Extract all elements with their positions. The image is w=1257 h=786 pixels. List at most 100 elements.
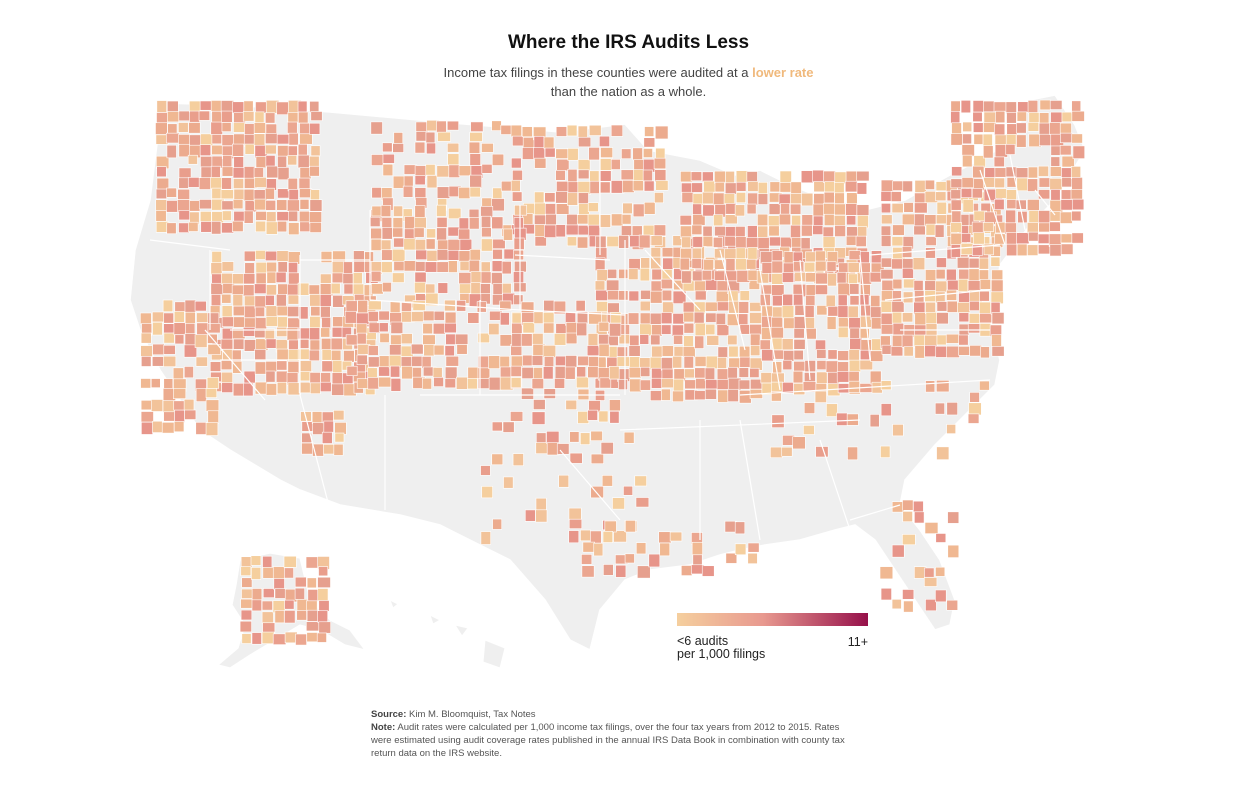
county-cell xyxy=(793,339,806,350)
county-cell xyxy=(480,261,491,273)
county-cell xyxy=(477,332,490,344)
county-cell xyxy=(352,272,363,285)
county-cell xyxy=(184,409,197,420)
county-cell xyxy=(481,215,492,230)
county-cell xyxy=(187,154,198,165)
county-cell xyxy=(924,577,938,587)
county-cell xyxy=(576,366,587,378)
county-cell xyxy=(950,199,962,211)
county-cell xyxy=(542,344,557,358)
county-cell xyxy=(424,261,438,273)
county-cell xyxy=(735,258,748,271)
county-cell xyxy=(433,310,445,321)
county-cell xyxy=(287,361,300,375)
county-cell xyxy=(658,531,672,544)
county-cell xyxy=(297,154,311,169)
county-cell xyxy=(370,238,382,251)
subtitle-text-line2: than the nation as a whole. xyxy=(550,84,707,99)
county-cell xyxy=(261,631,275,644)
county-cell xyxy=(566,124,578,137)
county-cell xyxy=(243,210,254,224)
county-cell xyxy=(531,378,544,390)
county-cell xyxy=(240,566,252,576)
county-cell xyxy=(276,293,287,307)
county-cell xyxy=(524,509,536,522)
county-cell xyxy=(717,356,727,369)
county-cell xyxy=(794,304,805,316)
county-cell xyxy=(459,283,472,294)
county-cell xyxy=(891,301,905,313)
county-cell xyxy=(683,322,695,334)
county-cell xyxy=(320,251,333,263)
county-cell xyxy=(221,316,236,327)
county-cell xyxy=(400,333,413,345)
county-cell xyxy=(265,200,277,211)
county-cell xyxy=(924,567,935,578)
county-cell xyxy=(845,203,858,216)
county-cell xyxy=(194,334,208,348)
county-cell xyxy=(163,332,175,344)
county-cell xyxy=(564,366,576,380)
county-cell xyxy=(935,191,947,202)
county-cell xyxy=(253,167,264,178)
county-cell xyxy=(1016,111,1027,122)
county-cell xyxy=(511,322,523,335)
county-cell xyxy=(414,175,426,186)
county-cell xyxy=(815,446,829,458)
county-cell xyxy=(833,215,846,227)
county-cell xyxy=(581,565,595,578)
county-cell xyxy=(580,432,591,445)
county-cell xyxy=(437,282,449,294)
county-cell xyxy=(651,268,662,281)
county-cell xyxy=(261,611,274,624)
county-cell xyxy=(1006,243,1018,257)
county-cell xyxy=(198,110,210,121)
county-cell xyxy=(481,227,492,238)
county-cell xyxy=(1027,244,1039,256)
county-cell xyxy=(492,187,503,201)
county-cell xyxy=(274,610,285,624)
county-cell xyxy=(968,402,982,416)
county-cell xyxy=(739,290,750,301)
county-cell xyxy=(1016,122,1027,134)
county-cell xyxy=(310,306,321,317)
county-cell xyxy=(163,312,174,324)
county-cell xyxy=(447,260,458,273)
county-cell xyxy=(801,224,813,237)
county-cell xyxy=(370,121,383,135)
county-cell xyxy=(233,338,245,350)
county-cell xyxy=(1038,133,1053,146)
county-cell xyxy=(640,366,651,377)
county-cell xyxy=(957,278,969,293)
county-cell xyxy=(847,262,860,273)
county-cell xyxy=(367,345,379,356)
county-cell xyxy=(251,632,262,645)
county-cell xyxy=(243,339,257,352)
county-cell xyxy=(936,379,950,393)
county-cell xyxy=(294,576,307,588)
county-cell xyxy=(301,442,315,455)
county-cell xyxy=(749,312,763,324)
county-cell xyxy=(178,167,192,179)
county-cell xyxy=(759,339,771,351)
county-cell xyxy=(747,542,760,553)
county-cell xyxy=(510,377,522,388)
county-cell xyxy=(534,214,548,225)
county-cell xyxy=(632,180,644,192)
county-cell xyxy=(265,338,277,349)
county-cell xyxy=(287,145,298,157)
county-cell xyxy=(446,120,459,131)
county-cell xyxy=(297,143,308,156)
county-cell xyxy=(848,380,860,393)
county-cell xyxy=(738,313,749,326)
county-cell xyxy=(503,476,514,489)
county-cell xyxy=(880,587,892,601)
county-cell xyxy=(320,381,332,392)
county-cell xyxy=(702,204,715,217)
county-cell xyxy=(598,170,612,182)
county-cell xyxy=(436,204,447,217)
county-cell xyxy=(469,174,482,189)
county-cell xyxy=(990,256,1001,267)
county-cell xyxy=(781,338,794,351)
county-cell xyxy=(467,366,480,380)
